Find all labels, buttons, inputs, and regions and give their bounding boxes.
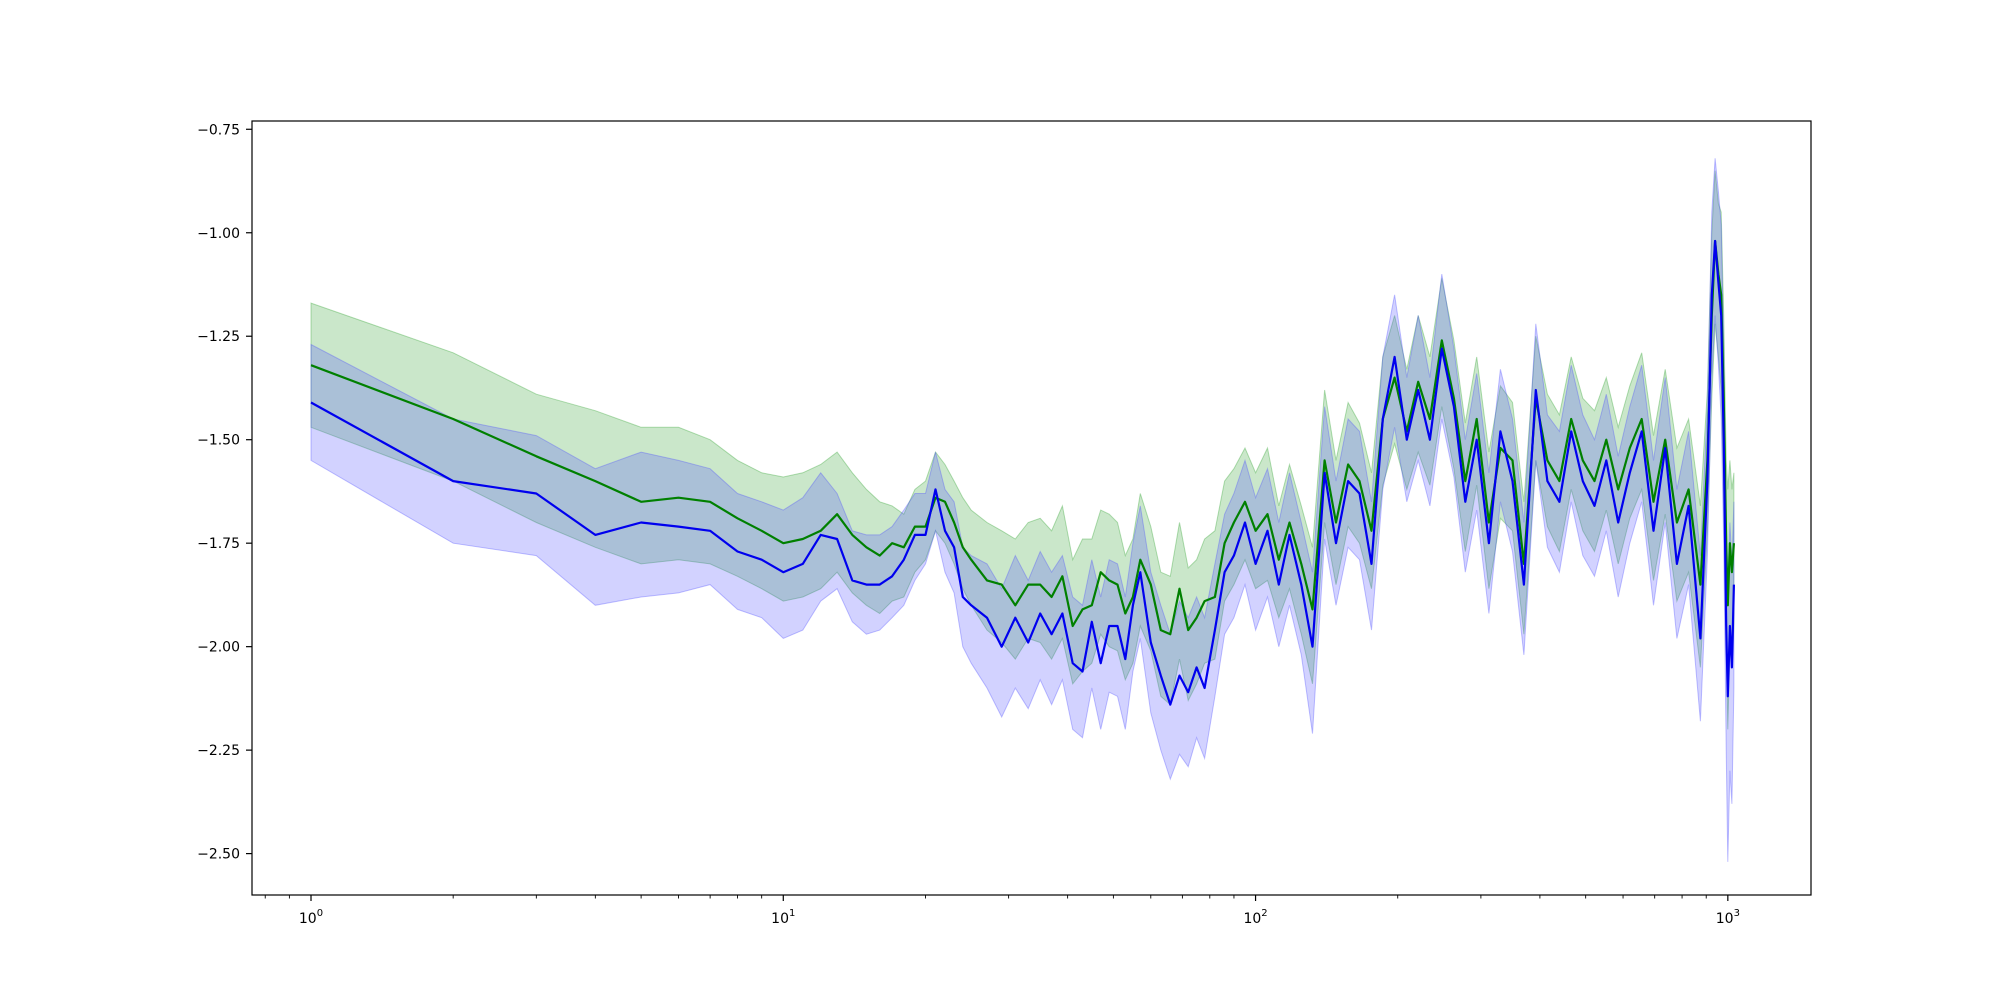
y-tick-label: −1.50: [197, 433, 240, 449]
x-axis: 100 101 102 103: [264, 895, 1740, 927]
y-tick-label: −2.50: [197, 847, 240, 863]
series-1-band: [310, 158, 1735, 862]
y-tick-label: −1.00: [197, 226, 240, 242]
y-tick-label: −1.25: [197, 329, 240, 345]
x-tick-label: 101: [771, 908, 795, 927]
series-1-line: [310, 239, 1735, 706]
series-0-line: [310, 239, 1735, 636]
y-axis: −0.75 −1.00 −1.25 −1.50 −1.75 −2.00 −2.25 −2.50: [197, 122, 252, 863]
x-tick-label: 100: [299, 908, 323, 927]
x-tick-label: 103: [1716, 908, 1740, 927]
plot-frame: [251, 120, 1812, 896]
y-tick-label: −0.75: [197, 122, 240, 138]
y-tick-label: −2.00: [197, 640, 240, 656]
confidence-bands: [310, 158, 1735, 862]
series-lines: [310, 239, 1735, 706]
y-tick-label: −2.25: [197, 743, 240, 759]
y-tick-label: −1.75: [197, 536, 240, 552]
x-tick-label: 102: [1243, 908, 1267, 927]
